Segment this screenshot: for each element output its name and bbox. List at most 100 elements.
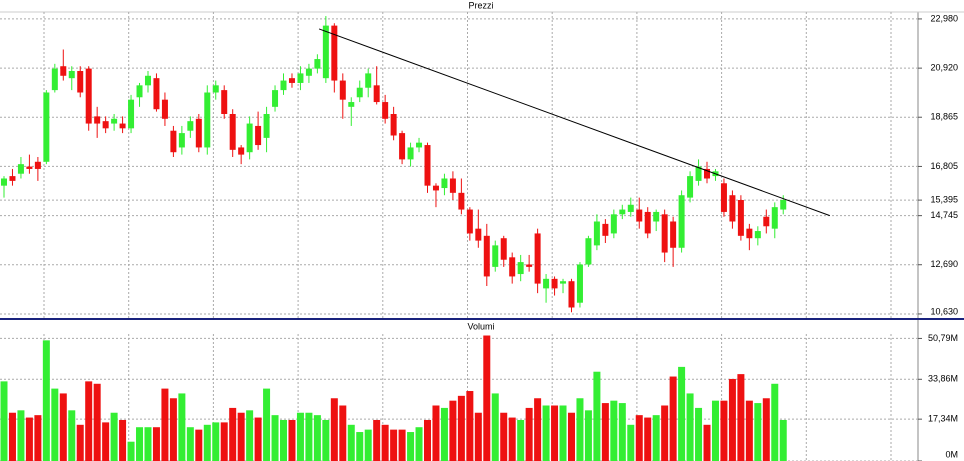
volume-bar: [466, 391, 474, 461]
volume-bar: [237, 412, 245, 461]
candle-body: [416, 142, 423, 148]
candle-body: [780, 199, 787, 210]
volume-bar: [762, 398, 770, 461]
volume-bar: [347, 424, 355, 461]
volume-bar: [144, 427, 152, 461]
volume-bar: [779, 419, 787, 461]
candle-body: [432, 185, 439, 191]
candle-body: [178, 133, 185, 148]
candle-body: [382, 102, 389, 119]
volume-bar: [720, 400, 728, 461]
volume-bar: [0, 381, 8, 461]
candle-body: [593, 221, 600, 246]
candle-body: [212, 85, 219, 93]
volume-bar: [432, 405, 440, 461]
candle-body: [466, 209, 473, 234]
candle-body: [695, 166, 702, 181]
volume-bar: [169, 398, 177, 461]
volume-bar: [559, 405, 567, 461]
candle-body: [263, 114, 270, 138]
candle-body: [187, 121, 194, 131]
candle-body: [85, 68, 92, 124]
candle-body: [77, 71, 84, 93]
volume-bar: [8, 412, 16, 461]
volume-bar: [415, 427, 423, 461]
volume-bar: [59, 393, 67, 461]
candle-body: [128, 99, 135, 129]
volume-bar: [220, 422, 228, 461]
candle-body: [458, 192, 465, 210]
candle-body: [729, 195, 736, 222]
volume-bar: [652, 415, 660, 461]
volume-bar: [322, 419, 330, 461]
candle-body: [238, 147, 245, 155]
volume-bar: [390, 429, 398, 461]
candle-body: [704, 168, 711, 179]
candle-body: [161, 99, 168, 119]
volume-bar: [474, 412, 482, 461]
trend-line: [318, 28, 830, 217]
volume-bar: [42, 340, 50, 461]
volume-bar: [296, 412, 304, 461]
candle-body: [526, 264, 533, 267]
volume-bar: [119, 419, 127, 461]
candle-body: [136, 85, 143, 98]
volume-bar: [551, 405, 559, 461]
y-tick-label: 0M: [945, 449, 958, 459]
volume-bar: [76, 424, 84, 461]
volume-bar: [364, 429, 372, 461]
volume-bar: [398, 429, 406, 461]
candle-body: [153, 78, 160, 110]
volume-bar: [263, 388, 271, 461]
candle-body: [644, 211, 651, 234]
volume-bar: [754, 403, 762, 461]
volume-bar: [17, 410, 25, 461]
volume-bar: [339, 405, 347, 461]
volume-bar: [152, 427, 160, 461]
y-tick-label: 18,865: [930, 112, 958, 122]
candle-body: [670, 221, 677, 248]
volume-bar: [93, 383, 101, 461]
candle-body: [221, 90, 228, 114]
candle-body: [687, 176, 694, 198]
candle-body: [322, 25, 329, 79]
candle-body: [102, 121, 109, 129]
candle-body: [9, 176, 16, 181]
candle-body: [771, 207, 778, 229]
volume-bar: [313, 415, 321, 461]
candle-body: [60, 66, 67, 76]
volume-bar: [686, 393, 694, 461]
volume-bar: [695, 407, 703, 461]
candle-body: [280, 80, 287, 91]
volume-bar: [728, 378, 736, 461]
candle-body: [754, 231, 761, 239]
volume-bar: [618, 403, 626, 461]
volume-bar: [610, 400, 618, 461]
candle-body: [475, 228, 482, 241]
candle-body: [627, 204, 634, 212]
candle-body: [144, 75, 151, 86]
volume-bar: [457, 395, 465, 461]
volume-bar: [178, 393, 186, 461]
volume-bar: [373, 419, 381, 461]
price-panel-title: Prezzi: [468, 0, 493, 10]
candle-body: [517, 262, 524, 275]
candle-body: [356, 87, 363, 98]
volume-bar: [745, 400, 753, 461]
candle-body: [1, 178, 7, 186]
candle-body: [534, 233, 541, 284]
y-tick-label: 22,980: [930, 13, 958, 23]
volume-bar: [644, 417, 652, 461]
candle-body: [424, 145, 431, 186]
candle-body: [255, 125, 262, 146]
candle-body: [602, 223, 609, 236]
volume-bar: [212, 422, 220, 461]
volume-bar: [127, 441, 135, 461]
volume-bar: [491, 393, 499, 461]
volume-bar: [271, 415, 279, 461]
candle-body: [509, 257, 516, 277]
volume-bar: [51, 388, 59, 461]
volume-bar: [246, 410, 254, 461]
candle-body: [390, 114, 397, 136]
